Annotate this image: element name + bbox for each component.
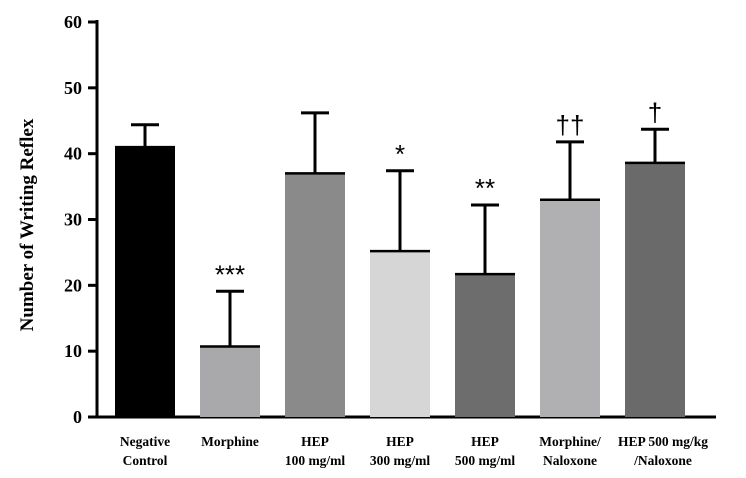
- bar: [370, 251, 430, 417]
- y-tick-label: 60: [64, 12, 82, 32]
- significance-label: ††: [556, 110, 585, 140]
- bar: [455, 274, 515, 417]
- bar: [115, 147, 175, 418]
- y-tick-label: 40: [64, 144, 82, 164]
- x-tick-label: Control: [123, 453, 168, 468]
- significance-label: †: [648, 97, 662, 127]
- x-tick-label: 500 mg/ml: [455, 453, 516, 468]
- significance-label: *: [395, 139, 405, 169]
- x-tick-label: Morphine/: [539, 434, 601, 449]
- x-tick-label: /Naloxone: [633, 453, 692, 468]
- bar: [285, 173, 345, 417]
- y-tick-label: 30: [64, 210, 82, 230]
- y-tick-label: 0: [73, 407, 82, 427]
- x-tick-label: Negative: [120, 434, 170, 449]
- y-tick-label: 10: [64, 341, 82, 361]
- y-tick-label: 50: [64, 78, 82, 98]
- bar: [625, 162, 685, 417]
- bar: [200, 346, 260, 417]
- x-tick-label: Naloxone: [543, 453, 597, 468]
- x-tick-label: 300 mg/ml: [370, 453, 431, 468]
- x-tick-label: Morphine: [201, 434, 259, 449]
- x-tick-label: HEP: [301, 434, 329, 449]
- significance-label: **: [475, 173, 495, 203]
- x-tick-label: HEP: [471, 434, 499, 449]
- x-tick-label: HEP: [386, 434, 414, 449]
- x-tick-label: HEP 500 mg/kg: [618, 434, 708, 449]
- x-tick-label: 100 mg/ml: [285, 453, 346, 468]
- y-axis-title: Number of Writing Reflex: [17, 118, 38, 331]
- bar: [540, 199, 600, 417]
- significance-label: ***: [215, 259, 245, 289]
- y-tick-label: 20: [64, 275, 82, 295]
